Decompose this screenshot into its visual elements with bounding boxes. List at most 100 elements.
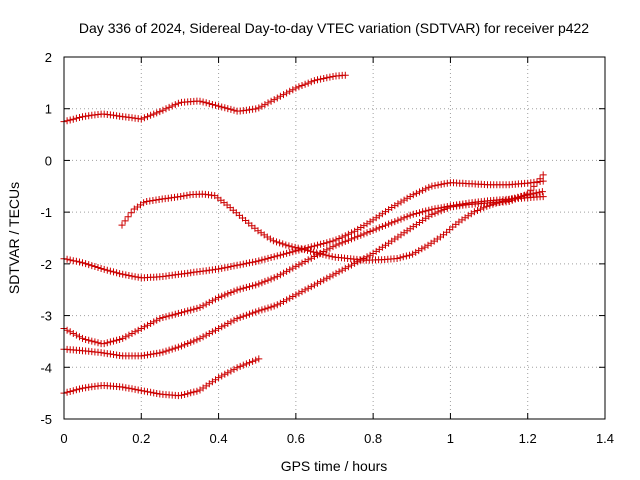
data-point [301, 244, 309, 252]
data-point [323, 239, 331, 247]
data-point [159, 106, 167, 114]
data-point [208, 101, 216, 108]
data-point [218, 323, 226, 331]
data-point [320, 276, 328, 284]
data-point [156, 349, 164, 357]
data-point [230, 287, 238, 295]
x-tick-label: 0.2 [132, 431, 150, 446]
data-point [394, 200, 402, 208]
y-tick-label: -1 [40, 205, 52, 220]
data-point [366, 228, 374, 235]
data-point [125, 384, 133, 392]
data-point [227, 367, 235, 375]
data-point [421, 243, 429, 251]
data-point [289, 264, 297, 272]
data-point [255, 257, 263, 265]
data-point [215, 102, 223, 110]
data-point [144, 321, 151, 329]
data-point [72, 331, 80, 339]
data-point [190, 305, 198, 313]
data-point [82, 260, 90, 268]
data-point [382, 221, 389, 229]
track-1 [60, 71, 349, 126]
data-point [273, 238, 280, 246]
data-point [326, 273, 334, 281]
data-point [280, 298, 287, 305]
data-point [190, 388, 198, 396]
data-point [184, 340, 192, 347]
data-point [286, 249, 294, 257]
data-point [233, 315, 241, 323]
data-point [178, 391, 185, 399]
data-point [477, 205, 485, 213]
data-point [236, 261, 244, 269]
data-point [530, 182, 538, 190]
data-point [79, 259, 86, 267]
data-point [332, 241, 340, 249]
data-point [360, 230, 368, 238]
data-point [267, 254, 275, 261]
data-point [66, 388, 74, 395]
data-point [184, 390, 192, 398]
data-point [443, 204, 451, 212]
data-point [202, 331, 210, 339]
data-point [344, 263, 352, 271]
data-point [215, 265, 223, 273]
data-point [205, 330, 213, 337]
data-point [233, 286, 241, 294]
data-point [267, 97, 275, 105]
data-point [205, 298, 213, 306]
data-point [505, 198, 513, 205]
data-point [255, 280, 263, 288]
data-point [255, 307, 263, 315]
data-point [66, 328, 74, 336]
data-point [246, 259, 253, 267]
data-point [82, 336, 90, 343]
data-point [320, 248, 328, 255]
data-point [286, 294, 294, 302]
data-point [140, 199, 148, 207]
x-tick-label: 0.6 [287, 431, 305, 446]
data-point [307, 78, 315, 86]
data-point [187, 389, 195, 397]
x-tick-label: 0.4 [210, 431, 228, 446]
data-point [199, 302, 207, 310]
data-point [310, 77, 318, 85]
data-point [147, 320, 155, 327]
data-point [153, 316, 161, 324]
data-point [252, 308, 260, 316]
data-point [354, 225, 362, 233]
data-point [425, 183, 433, 191]
data-point [320, 240, 328, 247]
data-point [88, 337, 96, 345]
data-point [385, 220, 393, 228]
data-point [317, 75, 325, 83]
data-point [283, 267, 291, 275]
data-point [212, 101, 219, 109]
data-point [314, 251, 321, 259]
data-point [264, 304, 272, 312]
data-point [63, 117, 71, 125]
data-point [236, 362, 244, 370]
track-3 [60, 177, 547, 282]
data-point [69, 387, 77, 395]
data-point [267, 303, 275, 311]
data-point [301, 258, 309, 265]
data-point [375, 224, 383, 232]
data-point [419, 186, 427, 194]
data-point [196, 303, 204, 311]
data-point [341, 71, 349, 79]
data-point [283, 89, 291, 97]
data-point [127, 209, 135, 217]
data-point [124, 213, 132, 221]
data-point [249, 357, 257, 365]
data-point [261, 305, 269, 313]
data-point [246, 283, 253, 291]
data-point [165, 312, 173, 320]
data-point [72, 257, 80, 265]
data-point [291, 243, 299, 251]
data-point [249, 258, 257, 266]
data-point [402, 252, 410, 260]
data-point [314, 76, 321, 84]
data-point [100, 265, 108, 273]
